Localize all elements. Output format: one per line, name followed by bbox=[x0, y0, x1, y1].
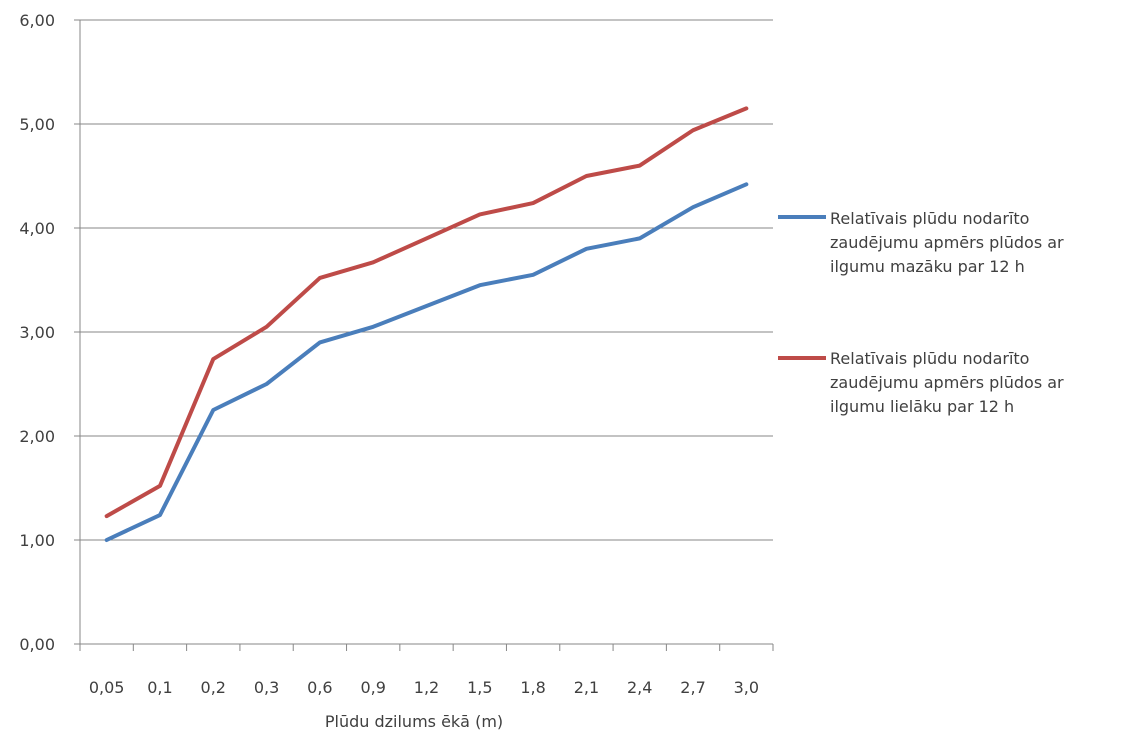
x-tick-label: 3,0 bbox=[734, 678, 759, 697]
x-tick-label: 0,6 bbox=[307, 678, 332, 697]
x-tick-label: 0,2 bbox=[201, 678, 226, 697]
x-tick-label: 0,1 bbox=[147, 678, 172, 697]
axes bbox=[74, 19, 774, 651]
y-tick-label: 5,00 bbox=[19, 115, 55, 134]
y-tick-label: 6,00 bbox=[19, 11, 55, 30]
x-tick-labels: 0,05 0,1 0,2 0,3 0,6 0,9 1,2 1,5 1,8 2,1 2,4 2,7 3,0 bbox=[89, 678, 759, 697]
x-tick-label: 1,8 bbox=[520, 678, 545, 697]
x-tick-label: 2,4 bbox=[627, 678, 652, 697]
y-tick-labels: 0,00 1,00 2,00 3,00 4,00 5,00 6,00 bbox=[19, 11, 55, 654]
y-tick-label: 4,00 bbox=[19, 219, 55, 238]
series-line-2 bbox=[104, 106, 749, 519]
x-tick-label: 0,3 bbox=[254, 678, 279, 697]
gridlines bbox=[80, 19, 773, 541]
legend-label-series-1: Relatīvais plūdu nodarīto zaudējumu apmē… bbox=[830, 209, 1064, 276]
x-tick-label: 1,5 bbox=[467, 678, 492, 697]
series-lines bbox=[104, 106, 749, 542]
x-tick-label: 2,1 bbox=[574, 678, 599, 697]
y-tick-label: 3,00 bbox=[19, 323, 55, 342]
y-tick-label: 2,00 bbox=[19, 427, 55, 446]
x-tick-label: 0,05 bbox=[89, 678, 125, 697]
y-tick-label: 0,00 bbox=[19, 635, 55, 654]
legend-swatch-series-2 bbox=[778, 356, 826, 360]
x-tick-label: 1,2 bbox=[414, 678, 439, 697]
x-axis-title: Plūdu dzilums ēkā (m) bbox=[325, 712, 503, 731]
series-line-1 bbox=[104, 182, 749, 542]
legend-label-series-2: Relatīvais plūdu nodarīto zaudējumu apmē… bbox=[830, 349, 1064, 416]
legend-swatch-series-1 bbox=[778, 215, 826, 219]
x-tick-label: 0,9 bbox=[360, 678, 385, 697]
y-tick-label: 1,00 bbox=[19, 531, 55, 550]
x-tick-label: 2,7 bbox=[680, 678, 705, 697]
